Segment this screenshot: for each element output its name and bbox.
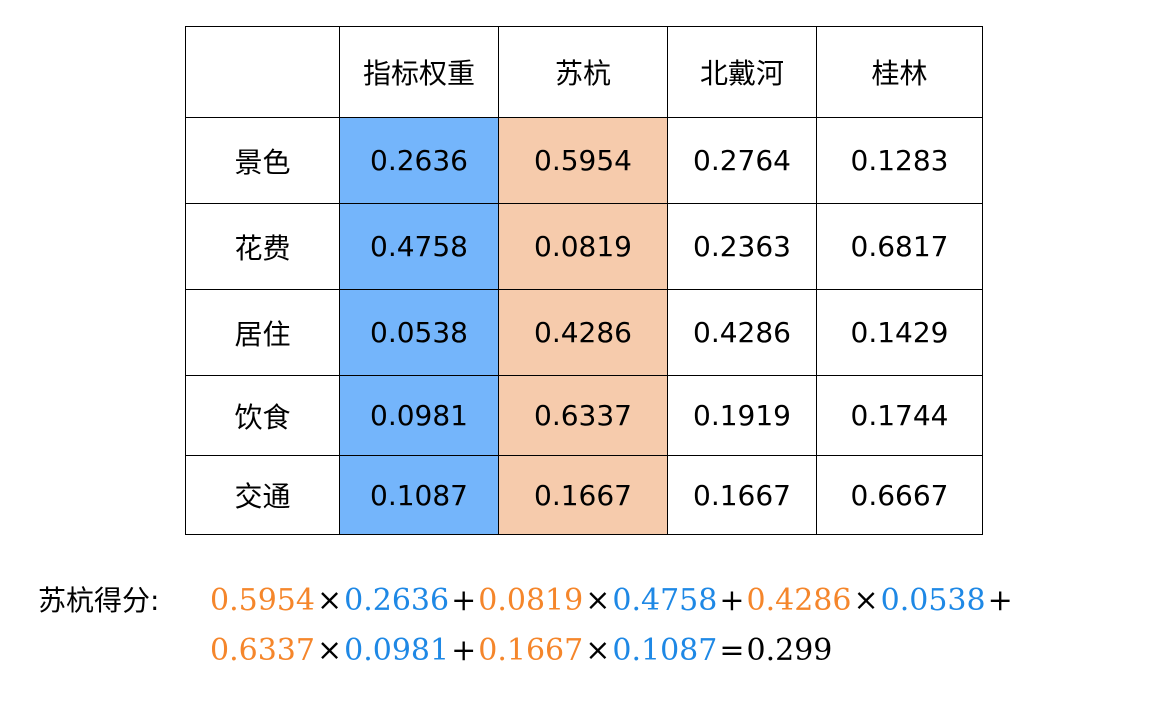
- times-operator: ×: [853, 583, 879, 618]
- times-operator: ×: [585, 633, 611, 668]
- table-row: 花费 0.4758 0.0819 0.2363 0.6817: [185, 203, 983, 290]
- guilin-cell: 0.1283: [816, 117, 983, 204]
- suhang-cell: 0.6337: [498, 375, 668, 456]
- row-label: 居住: [185, 289, 340, 376]
- table-row: 饮食 0.0981 0.6337 0.1919 0.1744: [185, 375, 983, 456]
- weight-cell: 0.0981: [339, 375, 499, 456]
- suhang-cell: 0.4286: [498, 289, 668, 376]
- score-term: 0.5954: [210, 583, 315, 618]
- plus-operator: +: [719, 583, 745, 618]
- header-guilin: 桂林: [816, 26, 983, 118]
- equals-operator: =: [719, 633, 745, 668]
- suhang-cell: 0.5954: [498, 117, 668, 204]
- header-weight: 指标权重: [339, 26, 499, 118]
- row-label: 景色: [185, 117, 340, 204]
- formula-line-2: 0.6337×0.0981+0.1667×0.1087=0.299: [38, 626, 1015, 676]
- formula-result: 0.299: [746, 633, 833, 668]
- suhang-cell: 0.0819: [498, 203, 668, 290]
- formula-line-1: 苏杭得分: 0.5954×0.2636+0.0819×0.4758+0.4286×…: [38, 576, 1015, 626]
- weight-term: 0.0538: [880, 583, 986, 618]
- table-row: 景色 0.2636 0.5954 0.2764 0.1283: [185, 117, 983, 204]
- weight-cell: 0.0538: [339, 289, 499, 376]
- times-operator: ×: [316, 633, 343, 668]
- plus-operator: +: [987, 583, 1013, 618]
- score-term: 0.6337: [210, 633, 315, 668]
- table-header-row: 指标权重 苏杭 北戴河 桂林: [185, 26, 983, 118]
- guilin-cell: 0.1744: [816, 375, 983, 456]
- score-term: 0.0819: [478, 583, 584, 618]
- score-term: 0.4286: [746, 583, 852, 618]
- header-beidaihe: 北戴河: [667, 26, 817, 118]
- score-formula: 苏杭得分: 0.5954×0.2636+0.0819×0.4758+0.4286×…: [38, 576, 1015, 676]
- plus-operator: +: [451, 583, 477, 618]
- beidaihe-cell: 0.4286: [667, 289, 817, 376]
- plus-operator: +: [451, 633, 477, 668]
- beidaihe-cell: 0.1667: [667, 455, 817, 535]
- header-corner-cell: [185, 26, 340, 118]
- guilin-cell: 0.1429: [816, 289, 983, 376]
- weight-cell: 0.2636: [339, 117, 499, 204]
- row-label: 饮食: [185, 375, 340, 456]
- times-operator: ×: [585, 583, 611, 618]
- suhang-cell: 0.1667: [498, 455, 668, 535]
- beidaihe-cell: 0.2764: [667, 117, 817, 204]
- weight-term: 0.0981: [344, 633, 450, 668]
- score-term: 0.1667: [478, 633, 584, 668]
- beidaihe-cell: 0.1919: [667, 375, 817, 456]
- weight-term: 0.2636: [344, 583, 450, 618]
- row-label: 交通: [185, 455, 340, 535]
- row-label: 花费: [185, 203, 340, 290]
- times-operator: ×: [316, 583, 343, 618]
- weight-term: 0.1087: [612, 633, 718, 668]
- table-row: 交通 0.1087 0.1667 0.1667 0.6667: [185, 455, 983, 535]
- table-row: 居住 0.0538 0.4286 0.4286 0.1429: [185, 289, 983, 376]
- weight-term: 0.4758: [612, 583, 718, 618]
- header-suhang: 苏杭: [498, 26, 668, 118]
- guilin-cell: 0.6817: [816, 203, 983, 290]
- weight-cell: 0.4758: [339, 203, 499, 290]
- formula-label: 苏杭得分:: [38, 584, 160, 617]
- beidaihe-cell: 0.2363: [667, 203, 817, 290]
- weights-table: 指标权重 苏杭 北戴河 桂林 景色 0.2636 0.5954 0.2764 0…: [185, 26, 983, 535]
- weight-cell: 0.1087: [339, 455, 499, 535]
- guilin-cell: 0.6667: [816, 455, 983, 535]
